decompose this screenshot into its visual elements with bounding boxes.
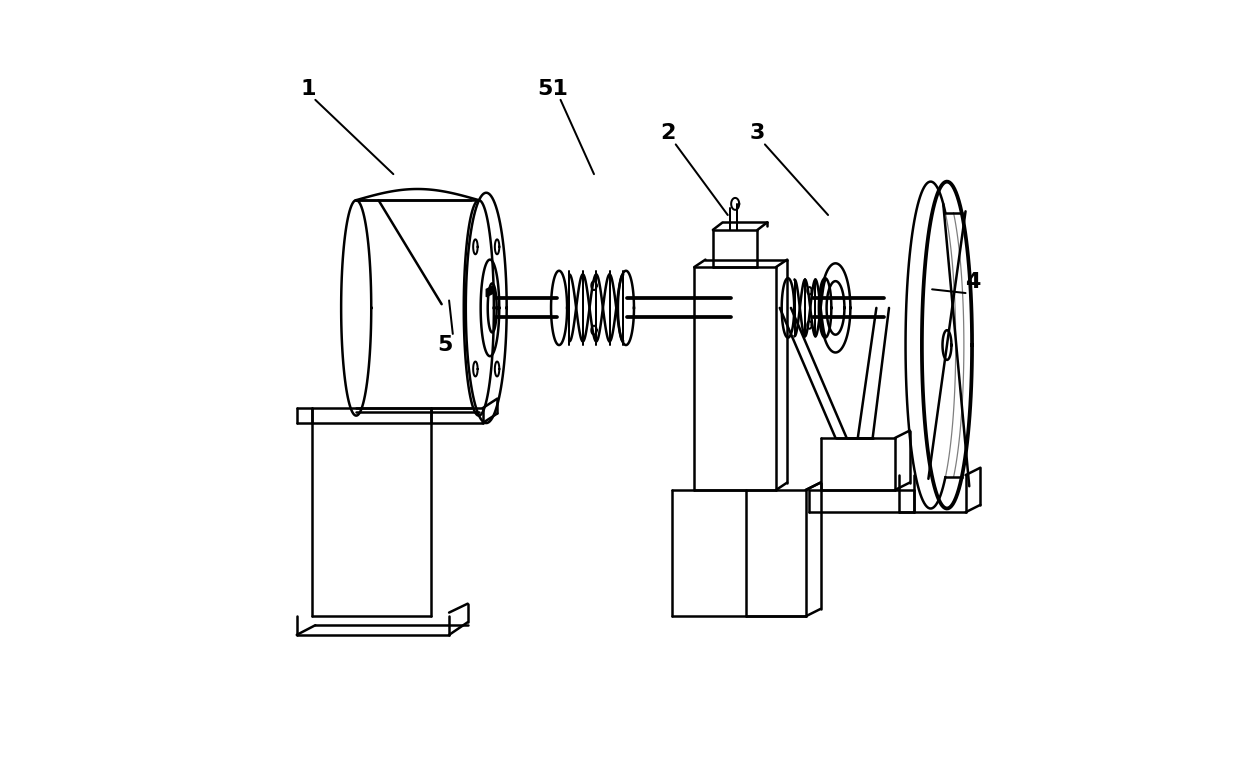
Text: 1: 1 — [300, 79, 316, 98]
Polygon shape — [486, 285, 494, 297]
Text: 5: 5 — [438, 335, 453, 355]
Text: 3: 3 — [750, 123, 765, 143]
Text: 2: 2 — [661, 123, 676, 143]
Text: 51: 51 — [538, 79, 569, 98]
Text: 4: 4 — [965, 272, 981, 292]
